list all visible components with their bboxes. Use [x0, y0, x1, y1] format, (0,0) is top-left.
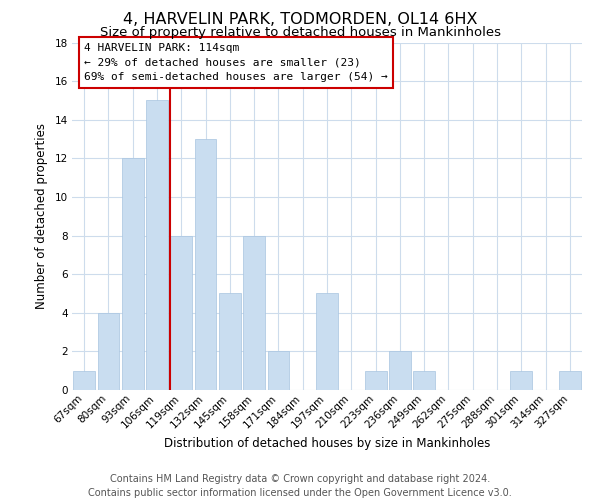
Text: Size of property relative to detached houses in Mankinholes: Size of property relative to detached ho…: [100, 26, 500, 39]
Bar: [389, 352, 411, 390]
Bar: [268, 352, 289, 390]
Bar: [194, 139, 217, 390]
Text: 4 HARVELIN PARK: 114sqm
← 29% of detached houses are smaller (23)
69% of semi-de: 4 HARVELIN PARK: 114sqm ← 29% of detache…: [84, 42, 388, 82]
Y-axis label: Number of detached properties: Number of detached properties: [35, 123, 47, 309]
Bar: [122, 158, 143, 390]
Bar: [365, 370, 386, 390]
Bar: [413, 370, 435, 390]
Bar: [170, 236, 192, 390]
X-axis label: Distribution of detached houses by size in Mankinholes: Distribution of detached houses by size …: [164, 436, 490, 450]
Bar: [73, 370, 95, 390]
Bar: [559, 370, 581, 390]
Text: Contains HM Land Registry data © Crown copyright and database right 2024.
Contai: Contains HM Land Registry data © Crown c…: [88, 474, 512, 498]
Bar: [219, 294, 241, 390]
Bar: [243, 236, 265, 390]
Bar: [146, 100, 168, 390]
Text: 4, HARVELIN PARK, TODMORDEN, OL14 6HX: 4, HARVELIN PARK, TODMORDEN, OL14 6HX: [123, 12, 477, 28]
Bar: [316, 294, 338, 390]
Bar: [97, 313, 119, 390]
Bar: [511, 370, 532, 390]
